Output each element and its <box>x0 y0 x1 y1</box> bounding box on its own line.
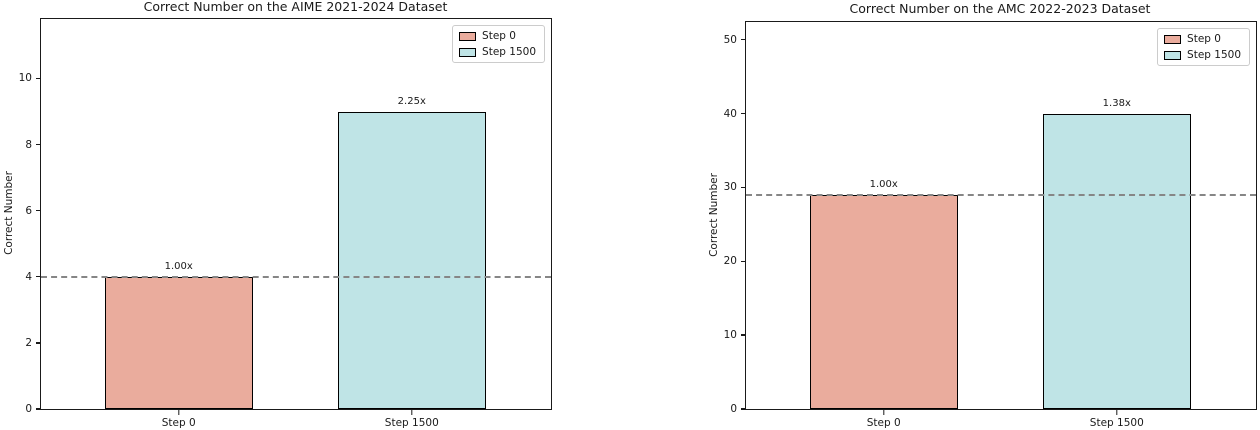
y-tick-label: 20 <box>723 255 737 268</box>
bar-value-label: 1.00x <box>869 178 898 190</box>
bar-step-1500 <box>1042 113 1191 409</box>
legend-item-step1500: Step 1500 <box>459 46 536 58</box>
legend-swatch-step0 <box>459 31 477 41</box>
y-tick-mark <box>35 276 40 278</box>
x-tick-label: Step 0 <box>161 417 196 429</box>
bar-step-1500 <box>337 111 486 409</box>
y-tick-mark <box>740 408 745 410</box>
plot-area-amc: Step 0 Step 1500 0 10 20 30 40 50 1.00x Step 0 1… <box>724 21 1257 429</box>
x-tick-mark <box>882 410 885 415</box>
baseline-dashed-line <box>746 193 1256 196</box>
y-tick-mark <box>35 77 40 80</box>
y-tick-label: 50 <box>723 33 737 46</box>
y-tick-label: 4 <box>25 270 32 283</box>
legend-amc: Step 0 Step 1500 <box>1157 28 1250 66</box>
legend-label-step1500: Step 1500 <box>1187 49 1241 61</box>
bar-value-label: 2.25x <box>397 95 426 107</box>
legend-item-step0: Step 0 <box>459 30 536 42</box>
y-tick-label: 30 <box>723 181 737 194</box>
legend-item-step1500: Step 1500 <box>1164 49 1241 61</box>
x-tick-mark <box>177 410 180 415</box>
bar-value-label: 1.00x <box>164 260 193 272</box>
y-tick-label: 2 <box>25 336 32 349</box>
y-tick-mark <box>35 342 40 344</box>
x-tick-label: Step 1500 <box>1089 417 1144 429</box>
baseline-dashed-line <box>41 275 551 278</box>
legend-label-step0: Step 0 <box>482 30 516 42</box>
bar-step-0 <box>104 276 253 409</box>
y-tick-mark <box>740 334 745 336</box>
y-tick-label: 10 <box>723 329 737 342</box>
y-tick-mark <box>35 143 40 146</box>
y-tick-mark <box>740 112 745 115</box>
legend-swatch-step0 <box>1164 34 1182 44</box>
legend-item-step0: Step 0 <box>1164 33 1241 45</box>
x-tick-label: Step 1500 <box>384 417 439 429</box>
legend-swatch-step1500 <box>459 47 477 57</box>
x-tick-mark <box>411 410 413 415</box>
y-tick-label: 8 <box>25 138 32 151</box>
y-tick-label: 6 <box>25 204 32 217</box>
bar-step-0 <box>809 194 958 409</box>
x-tick-label: Step 0 <box>866 417 901 429</box>
y-axis-label-amc: Correct Number <box>708 173 720 257</box>
y-axis-label-aime: Correct Number <box>3 171 15 255</box>
bar-value-label: 1.38x <box>1102 97 1131 109</box>
y-tick-label: 0 <box>25 403 32 415</box>
plot-area-aime: Step 0 Step 1500 0 2 4 6 8 10 1.00x Step 0 2.25x… <box>19 18 552 429</box>
y-tick-label: 40 <box>723 107 737 120</box>
legend-aime: Step 0 Step 1500 <box>452 25 545 63</box>
y-tick-mark <box>35 209 40 212</box>
chart-title-amc: Correct Number on the AMC 2022-2023 Data… <box>849 1 1151 16</box>
y-tick-mark <box>740 39 745 41</box>
y-tick-mark <box>740 186 745 189</box>
y-tick-label: 0 <box>730 403 737 415</box>
legend-label-step0: Step 0 <box>1187 33 1221 45</box>
y-tick-mark <box>740 260 745 262</box>
y-tick-label: 10 <box>18 72 32 85</box>
chart-title-aime: Correct Number on the AIME 2021-2024 Dat… <box>143 0 448 14</box>
y-tick-mark <box>35 408 40 410</box>
x-tick-mark <box>1116 410 1118 415</box>
legend-swatch-step1500 <box>1164 50 1182 60</box>
legend-label-step1500: Step 1500 <box>482 46 536 58</box>
